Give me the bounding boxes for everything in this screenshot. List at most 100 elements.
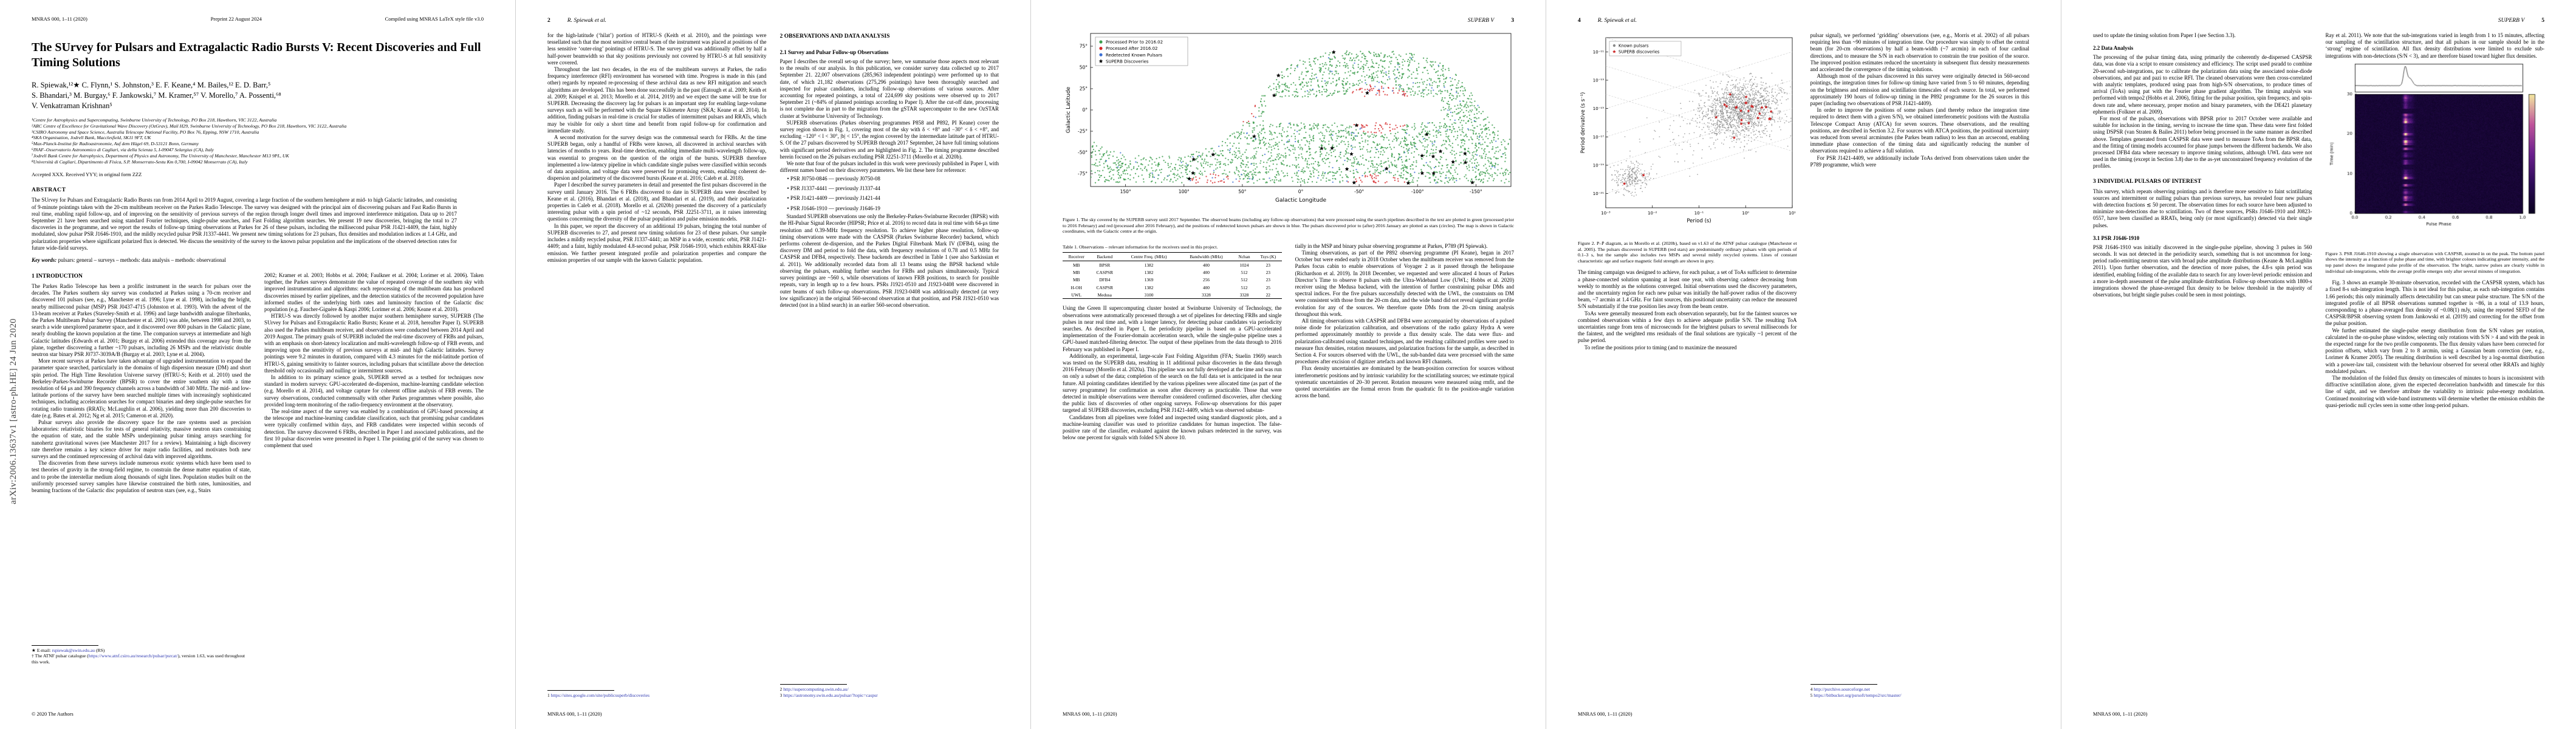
footnote-rule	[32, 645, 98, 646]
page-number: 2	[547, 17, 550, 24]
figure-3	[2325, 60, 2544, 247]
paragraph: Although most of the pulsars discovered …	[1810, 73, 2030, 107]
figure-1-caption: Figure 1. The sky covered by the SUPERB …	[1063, 217, 1514, 234]
footnote-marker: 2	[779, 686, 784, 693]
paragraph: ToAs were generally measured from each o…	[1578, 310, 1797, 344]
affiliation-line: ⁶INAF–Osservatorio Astronomico di Caglia…	[32, 146, 214, 152]
table-cell: 1382	[1144, 262, 1154, 268]
table-1-title: Table 1. Observations – relevant informa…	[1063, 244, 1218, 250]
footnote-link[interactable]: https://sites.google.com/site/publicsupe…	[550, 692, 650, 698]
table-cell: CASPSR	[1096, 284, 1114, 290]
running-head: SUPERB V 3	[1063, 17, 1514, 24]
column-right: Ray et al. 2011). We note that the sub-i…	[2325, 32, 2545, 698]
paragraph: In this paper, we report the discovery o…	[547, 222, 767, 263]
footnote-link[interactable]: https://www.atnf.csiro.au/research/pulsa…	[88, 653, 178, 659]
list-item: • PSR J1421-4409 — previously J1421-44	[787, 195, 880, 202]
table-cell: MB	[1072, 262, 1080, 268]
spacer	[1810, 168, 2030, 680]
paper-title: The SUrvey for Pulsars and Extragalactic…	[32, 41, 481, 69]
author-line: R. Spiewak,¹²★ C. Flynn,¹ S. Johnston,³ …	[32, 81, 271, 89]
page-footer: © 2020 The Authors	[32, 711, 74, 717]
footnote-marker: † The ATNF pulsar catalogue (	[32, 653, 89, 659]
table-cell: 3328	[1179, 291, 1234, 299]
p-pdot-plot: 10⁻³ 10⁻² 10⁻¹ 10⁰ 10¹10⁻²¹10⁻¹⁹10⁻¹⁷10⁻¹⁵10…	[1580, 37, 1796, 224]
paragraph: We note that four of the pulsars include…	[779, 160, 999, 174]
table-cell: 3100	[1119, 291, 1179, 299]
table-header-cell: Backend	[1090, 252, 1120, 262]
section-heading: 2 OBSERVATIONS AND DATA ANALYSIS	[779, 33, 890, 39]
page1-header: MNRAS 000, 1–11 (2020) Preprint 22 Augus…	[32, 16, 484, 22]
author-line: S. Bhandari,³ M. Burgay,⁶ F. Jankowski,⁷…	[32, 91, 281, 100]
compile-note: Compiled using MNRAS LaTeX style file v3…	[385, 16, 484, 22]
footnote-marker: ★ E-mail:	[32, 647, 52, 653]
table-cell: 23	[1266, 270, 1270, 276]
paragraph: PSR J1646-1910 was initially discovered …	[2093, 244, 2312, 298]
paragraph: For most of the pulsars, observations wi…	[2093, 115, 2312, 169]
table-cell: MB	[1072, 270, 1080, 276]
table-cell: 1382	[1144, 284, 1154, 290]
footnote: 1 https://sites.google.com/site/publicsu…	[547, 693, 767, 698]
table-cell: BPSR	[1099, 262, 1111, 268]
paragraph: For PSR J1421-4409, we additionally incl…	[1810, 154, 2030, 168]
paragraph: The timing campaign was designed to achi…	[1578, 269, 1797, 310]
paragraph: We further estimated the single-pulse en…	[2325, 327, 2545, 374]
affiliation-line: ²ARC Centre of Excellence for Gravitatio…	[32, 123, 347, 129]
table-cell: 1024	[1239, 262, 1249, 268]
subsection-heading: 2.1 Survey and Pulsar Follow-up Observat…	[779, 49, 889, 55]
footnote-link[interactable]: https://astronomy.swin.edu.au/pulsar/?to…	[783, 692, 878, 698]
svg-text:-100°: -100°	[1411, 189, 1424, 194]
footnote-rule	[547, 690, 614, 691]
footnote-link[interactable]: https://bitbucket.org/psrsoft/tempo2/src…	[1814, 692, 1902, 698]
affiliation-line: ⁸Università di Cagliari, Dipartimento di…	[32, 159, 248, 165]
paragraph: The real-time aspect of the survey was e…	[264, 408, 484, 449]
page5-columns: used to update the timing solution from …	[2093, 32, 2544, 698]
svg-text:Processed Prior to 2016.02: Processed Prior to 2016.02	[1106, 40, 1163, 45]
subsection-heading: 3.1 PSR J1646-1910	[2093, 234, 2140, 241]
list-item: • PSR J1337-4441 — previously J1337-44	[787, 185, 880, 192]
paragraph: A second motivation for the survey desig…	[547, 134, 767, 182]
table-header-cell: Bandwidth (MHz)	[1179, 252, 1234, 262]
table-cell: UWL	[1063, 291, 1091, 299]
footnote: 4 http://psrchive.sourceforge.net	[1810, 686, 2030, 692]
keywords-line: Key words: pulsars: general – surveys – …	[32, 257, 457, 264]
paragraph: Ray et al. 2011). We note that the sub-i…	[2325, 32, 2545, 59]
footnote-link[interactable]: http://psrchive.sourceforge.net	[1814, 686, 1870, 693]
table-cell: 400	[1202, 270, 1210, 276]
author-list: R. Spiewak,¹²★ C. Flynn,¹ S. Johnston,³ …	[32, 80, 484, 111]
page3-columns: Table 1. Observations – relevant informa…	[1063, 243, 1514, 694]
list-item: • PSR J1646-1910 — previously J1646-19	[787, 205, 880, 211]
keywords-label: Key words:	[32, 257, 57, 263]
running-title: SUPERB V	[2498, 17, 2525, 24]
table-cell: 1382	[1144, 270, 1154, 276]
page-2: 2 R. Spiewak et al. for the high-latitud…	[515, 0, 1030, 729]
svg-text:0°: 0°	[1298, 189, 1304, 194]
page-3: SUPERB V 3 150° 100° 50° 0° -50° -100° -150° 75…	[1030, 0, 1546, 729]
paragraph: tially in the MSP and binary pulsar obse…	[1295, 242, 1488, 249]
footnote: † The ATNF pulsar catalogue (https://www…	[32, 653, 251, 665]
footnote: 5 https://bitbucket.org/psrsoft/tempo2/s…	[1810, 693, 2030, 698]
column-left: for the high-latitude (‘hilat’) portion …	[547, 32, 767, 698]
abstract-text: The SUrvey for Pulsars and Extragalactic…	[32, 197, 457, 251]
abstract-heading: ABSTRACT	[32, 187, 66, 194]
footnote-text: (RS)	[95, 647, 105, 653]
footnote: 2 http://supercomputing.swin.edu.au/	[780, 686, 999, 692]
page-footer: MNRAS 000, 1–11 (2020)	[547, 711, 602, 717]
running-head: 2 R. Spiewak et al.	[547, 17, 999, 24]
table-header-cell: Centre Freq. (MHz)	[1119, 252, 1179, 262]
dateline: Accepted XXX. Received YYY; in original …	[32, 172, 142, 178]
footnote-link[interactable]: rspiewak@swin.edu.au	[52, 647, 95, 653]
pulse-waterfall-plot	[2325, 60, 2544, 244]
footnote-link[interactable]: http://supercomputing.swin.edu.au/	[783, 686, 849, 693]
table-cell: 256	[1202, 277, 1210, 283]
sky-coverage-plot: 150° 100° 50° 0° -50° -100° -150° 75° 50° 25° 0° -2…	[1066, 33, 1512, 204]
paragraph: Standard SUPERB observations use only th…	[779, 213, 999, 308]
column-right: 2 OBSERVATIONS AND DATA ANALYSIS 2.1 Surv…	[779, 32, 999, 698]
paragraph: Timing observations, as part of the P892…	[1295, 249, 1515, 317]
table-cell: 512	[1241, 277, 1248, 283]
preprint-date: Preprint 22 August 2024	[210, 16, 262, 22]
page2-columns: for the high-latitude (‘hilat’) portion …	[547, 32, 999, 698]
svg-text:25°: 25°	[1080, 86, 1088, 92]
footnote-marker: 4	[1810, 686, 1814, 693]
figure-caption: Figure 3. PSR J1646-1910 showing a singl…	[2325, 250, 2545, 274]
